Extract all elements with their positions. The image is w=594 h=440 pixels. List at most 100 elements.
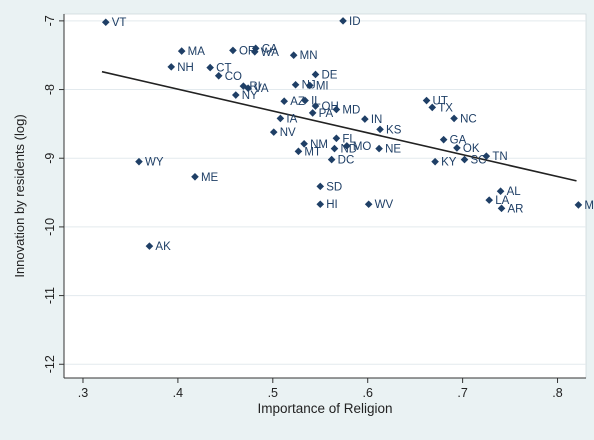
data-point: DE <box>311 69 338 81</box>
point-label: PA <box>319 108 334 120</box>
point-marker <box>375 144 383 153</box>
point-label: VA <box>254 83 269 95</box>
data-point: KY <box>431 157 457 169</box>
data-point: MO <box>343 141 371 153</box>
data-points: VTIDMAORCAWAMNNHCTCODERINJMIVANYAZILOHMD… <box>101 16 594 253</box>
point-label: KY <box>441 157 457 169</box>
point-marker <box>250 47 259 56</box>
data-point: WA <box>250 47 279 59</box>
point-label: AZ <box>290 96 305 108</box>
y-axis-title: Innovation by residents (log) <box>12 114 27 277</box>
point-label: GA <box>450 135 467 147</box>
data-point: PA <box>308 108 334 120</box>
x-tick-label: .8 <box>552 386 562 400</box>
point-label: MI <box>316 80 329 92</box>
point-marker <box>301 96 309 105</box>
point-label: MN <box>300 50 318 62</box>
point-label: OK <box>463 143 480 155</box>
data-point: GA <box>439 135 467 147</box>
point-marker <box>361 115 369 123</box>
data-point: MN <box>289 50 318 62</box>
data-point: WV <box>364 199 394 211</box>
point-marker <box>289 51 298 60</box>
data-point: CO <box>214 71 242 83</box>
gridlines <box>64 20 586 365</box>
data-point: NM <box>300 139 328 151</box>
data-point: MS <box>574 200 594 212</box>
data-point: HI <box>316 199 338 211</box>
fit-line <box>101 70 577 182</box>
point-label: MD <box>342 104 360 116</box>
data-point: IA <box>276 113 298 125</box>
data-point: DC <box>327 155 355 167</box>
point-label: AR <box>508 203 524 215</box>
point-marker <box>460 155 469 164</box>
point-marker <box>311 102 320 110</box>
data-point: SC <box>460 155 487 167</box>
point-marker <box>327 155 336 164</box>
point-label: UT <box>433 96 448 108</box>
point-marker <box>332 134 341 143</box>
y-tick-label: -9 <box>43 153 57 164</box>
point-label: RI <box>249 81 260 93</box>
point-label: CO <box>225 71 242 83</box>
point-marker <box>280 97 288 106</box>
point-marker <box>343 142 351 150</box>
point-label: OR <box>239 45 256 57</box>
data-point: NC <box>450 113 477 125</box>
point-label: NV <box>280 127 296 139</box>
point-marker <box>574 201 583 209</box>
data-point: OK <box>453 143 480 155</box>
point-marker <box>308 109 317 117</box>
point-label: SD <box>326 181 342 193</box>
y-tick-label: -8 <box>43 84 57 95</box>
point-label: DC <box>338 155 355 167</box>
point-marker <box>485 196 493 204</box>
data-point: UT <box>422 96 448 108</box>
data-point: KS <box>376 124 402 136</box>
data-point: WY <box>135 157 164 169</box>
point-label: AL <box>507 186 522 198</box>
point-label: KS <box>386 124 402 136</box>
point-label: VT <box>112 17 127 29</box>
x-tick-label: .5 <box>268 386 278 400</box>
point-marker <box>431 157 439 166</box>
y-tick-label: -7 <box>43 15 57 26</box>
data-point: NY <box>231 90 258 102</box>
point-label: IA <box>286 113 297 125</box>
point-label: ID <box>349 16 361 28</box>
point-label: WV <box>375 199 394 211</box>
point-label: ND <box>340 144 357 156</box>
point-marker <box>294 147 303 156</box>
y-tick-label: -12 <box>43 355 57 373</box>
point-marker <box>496 187 505 195</box>
point-marker <box>330 144 339 153</box>
data-point: MD <box>332 104 360 116</box>
point-label: NH <box>177 62 194 74</box>
point-marker <box>316 200 325 209</box>
point-marker <box>364 200 373 209</box>
ticks: -7 -8 -9 -10 -11 -12 .3 .4 .5 .6 .7 .8 <box>43 15 563 400</box>
data-point: CT <box>206 63 232 75</box>
point-marker <box>450 114 458 123</box>
data-point: TX <box>428 102 453 114</box>
point-marker <box>251 44 260 53</box>
point-label: IL <box>311 96 321 108</box>
point-marker <box>269 128 278 136</box>
point-marker <box>145 242 154 250</box>
point-label: IN <box>371 114 383 126</box>
point-label: NC <box>460 113 477 125</box>
data-point: SD <box>316 181 342 193</box>
point-label: MA <box>188 46 206 58</box>
point-marker <box>376 125 384 134</box>
x-axis-title: Importance of Religion <box>257 401 392 416</box>
x-tick-label: .7 <box>457 386 467 400</box>
point-marker <box>231 91 240 99</box>
point-marker <box>482 152 491 160</box>
point-marker <box>439 135 448 144</box>
point-marker <box>191 172 199 181</box>
x-tick-label: .6 <box>362 386 372 400</box>
point-marker <box>101 18 110 27</box>
